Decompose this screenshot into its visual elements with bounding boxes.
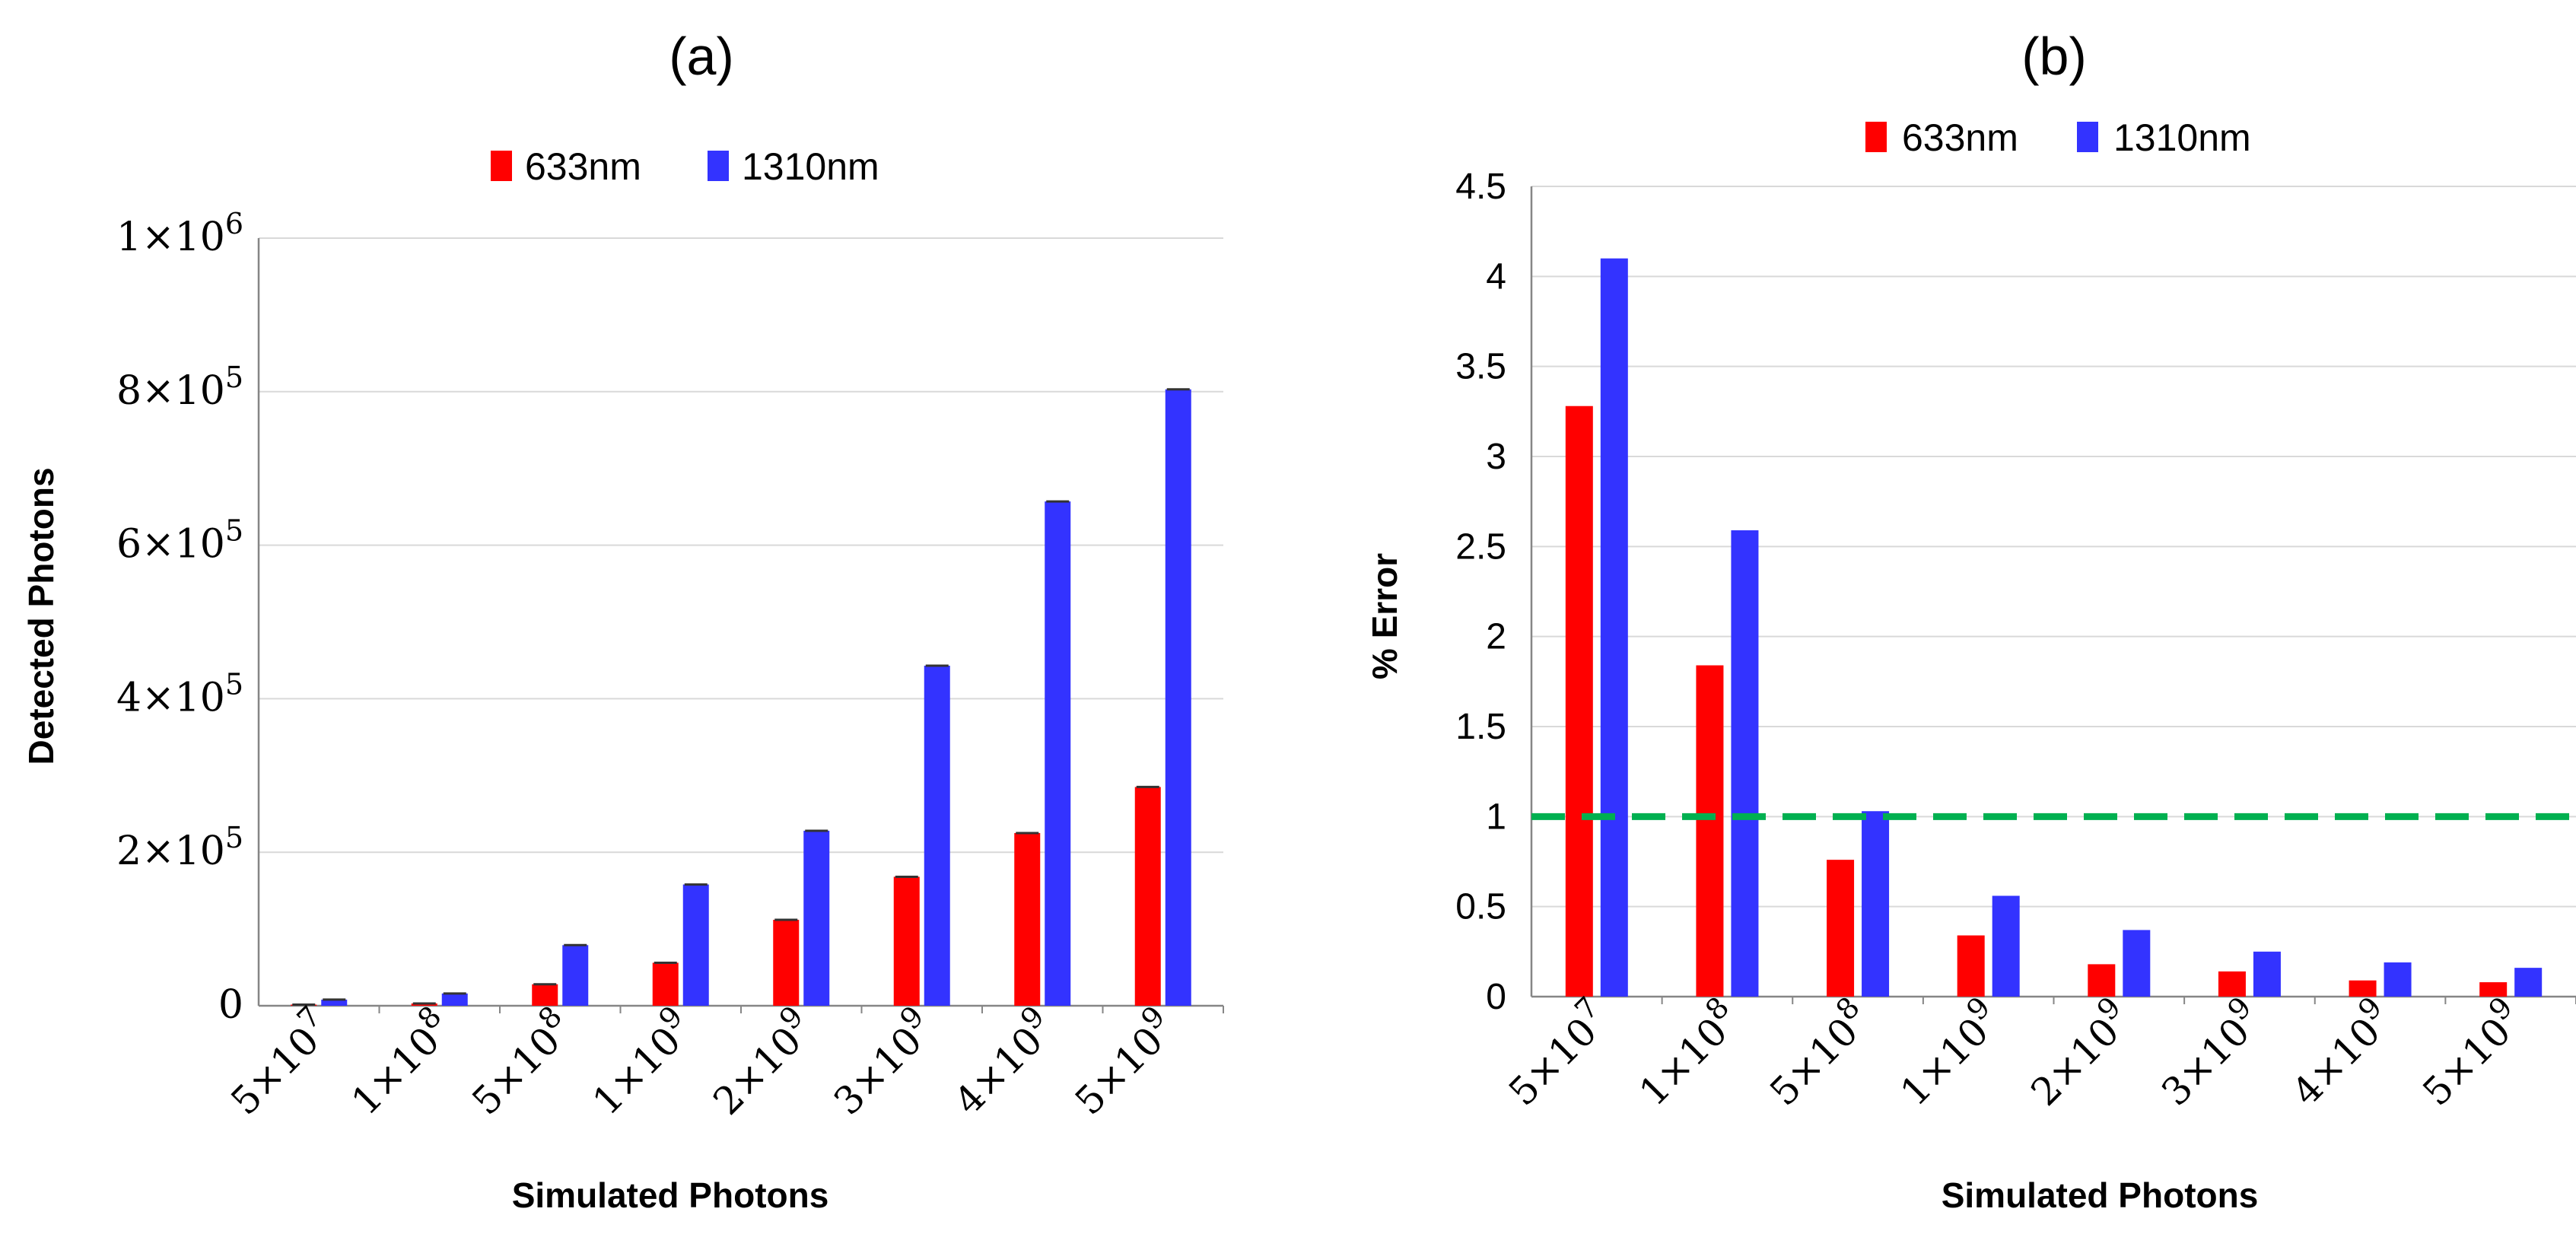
bar-633nm-a [773, 919, 800, 1006]
x-tick-label-b: 2×109 [2017, 991, 2141, 1115]
bar-1310nm-a [562, 945, 589, 1006]
bar-633nm-b [2218, 971, 2246, 997]
y-tick-label-a: 4×105 [116, 667, 243, 720]
bar-633nm-b [1827, 860, 1855, 997]
y-tick-label-b: 3 [1486, 437, 1506, 477]
bar-1310nm-a [924, 666, 950, 1006]
y-axis-label-b: % Error [1365, 553, 1404, 679]
bar-1310nm-b [2514, 968, 2543, 997]
y-tick-label-b: 0.5 [1455, 887, 1506, 927]
bar-633nm-a [652, 962, 679, 1006]
chart-title-a: (a) [669, 27, 734, 86]
bar-1310nm-b [2253, 951, 2281, 997]
bar-633nm-b [1565, 406, 1593, 997]
bar-1310nm-a [441, 993, 468, 1006]
bar-1310nm-a [803, 830, 830, 1006]
y-tick-label-b: 2.5 [1455, 526, 1506, 567]
bar-633nm-b [2088, 964, 2116, 997]
bar-1310nm-b [1992, 895, 2020, 997]
y-tick-label-a: 6×105 [116, 514, 243, 568]
x-axis-label-b: Simulated Photons [1942, 1175, 2259, 1215]
y-tick-label-b: 4 [1486, 256, 1506, 297]
bar-633nm-b [2349, 980, 2377, 997]
bar-1310nm-a [321, 999, 348, 1006]
bar-633nm-b [1696, 665, 1724, 997]
x-tick-label-b: 5×107 [1494, 991, 1618, 1115]
legend-label-1310nm-a: 1310nm [742, 145, 879, 188]
x-tick-label-b: 4×109 [2278, 991, 2402, 1115]
x-tick-label-b: 1×109 [1886, 991, 2010, 1115]
y-axis-label-a: Detected Photons [21, 467, 61, 765]
chart-panel-a: (a) 633nm 1310nm Detected Photons Simula… [21, 27, 1224, 1215]
x-tick-label-b: 1×108 [1625, 991, 1749, 1115]
x-tick-label-b: 3×109 [2147, 991, 2271, 1115]
x-axis-label-a: Simulated Photons [512, 1175, 829, 1215]
bar-1310nm-b [1731, 530, 1759, 997]
bar-1310nm-b [2123, 930, 2151, 997]
x-tick-label-a: 4×109 [940, 1000, 1064, 1124]
y-tick-label-b: 3.5 [1455, 347, 1506, 387]
x-tick-label-a: 3×109 [819, 1000, 943, 1124]
bar-1310nm-a [682, 884, 709, 1006]
legend-swatch-633nm-a [491, 151, 512, 181]
y-tick-label-b: 0 [1486, 977, 1506, 1017]
bar-633nm-b [1957, 935, 1985, 997]
bar-633nm-a [1014, 832, 1041, 1006]
legend-label-1310nm-b: 1310nm [2113, 116, 2251, 159]
legend-swatch-1310nm-a [708, 151, 729, 181]
y-tick-label-b: 4.5 [1455, 167, 1506, 207]
y-tick-label-a: 1×106 [116, 207, 243, 260]
chart-title-b: (b) [2021, 27, 2087, 86]
chart-panel-b: (b) 633nm 1310nm % Error Simulated Photo… [1365, 27, 2576, 1215]
y-tick-label-b: 1.5 [1455, 707, 1506, 747]
bar-1310nm-a [1045, 501, 1071, 1006]
y-tick-label-a: 8×105 [116, 361, 243, 414]
x-tick-label-a: 1×109 [578, 1000, 702, 1124]
bar-633nm-a [411, 1003, 437, 1006]
bar-1310nm-b [1600, 258, 1628, 997]
bar-633nm-a [532, 984, 558, 1006]
x-tick-label-a: 1×108 [337, 1000, 461, 1124]
bar-633nm-b [2479, 982, 2508, 997]
legend-a: 633nm 1310nm [491, 145, 879, 188]
legend-label-633nm-a: 633nm [525, 145, 641, 188]
legend-b: 633nm 1310nm [1865, 116, 2251, 159]
legend-label-633nm-b: 633nm [1902, 116, 2018, 159]
x-tick-label-a: 5×108 [458, 1000, 582, 1124]
bar-633nm-a [1134, 787, 1161, 1006]
x-tick-label-a: 2×109 [699, 1000, 823, 1124]
y-tick-label-a: 0 [218, 982, 243, 1028]
bar-1310nm-b [2384, 962, 2412, 997]
legend-swatch-1310nm-b [2077, 122, 2098, 152]
bar-1310nm-b [1862, 811, 1890, 997]
y-tick-label-b: 1 [1486, 797, 1506, 837]
legend-swatch-633nm-b [1865, 122, 1887, 152]
bar-1310nm-a [1165, 389, 1191, 1006]
y-tick-label-b: 2 [1486, 617, 1506, 657]
x-tick-label-a: 5×109 [1061, 1000, 1185, 1124]
x-tick-label-b: 5×108 [1756, 991, 1880, 1115]
bar-633nm-a [893, 876, 920, 1006]
y-tick-label-a: 2×105 [116, 821, 243, 874]
x-tick-label-b: 5×109 [2409, 991, 2533, 1115]
